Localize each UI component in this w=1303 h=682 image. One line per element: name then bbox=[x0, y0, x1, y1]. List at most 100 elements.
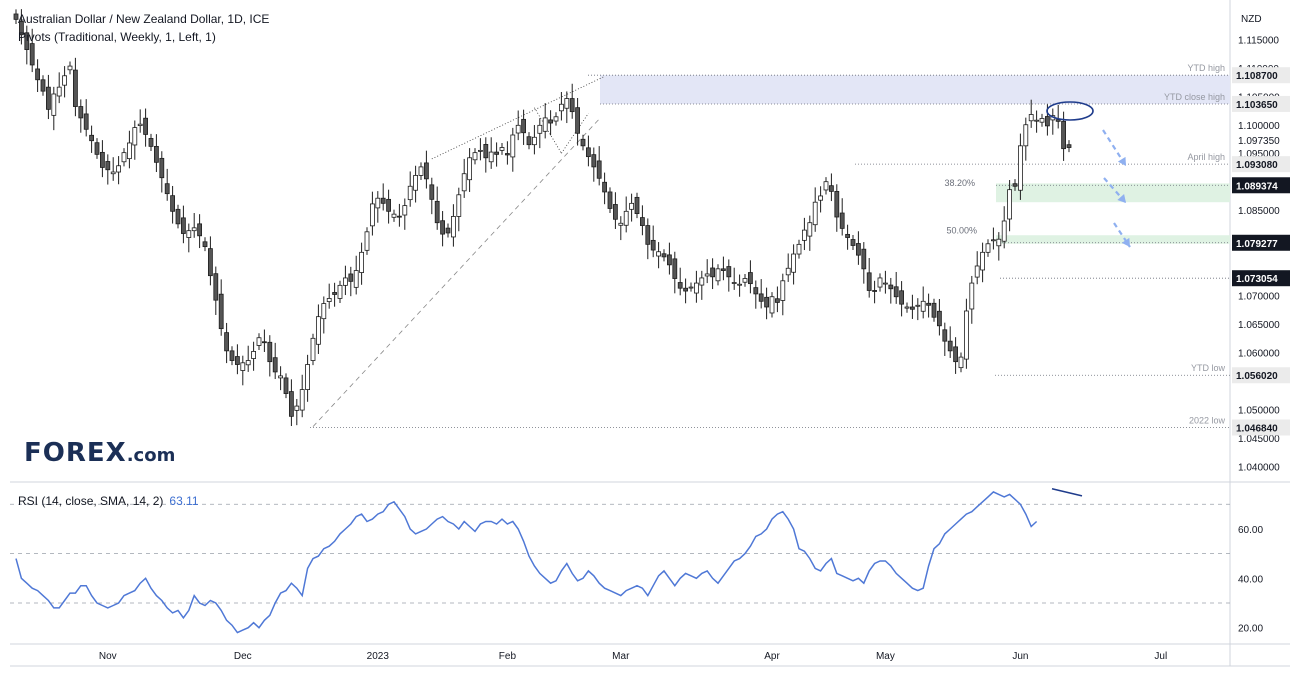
candle bbox=[267, 341, 273, 363]
candle bbox=[240, 362, 246, 371]
candle bbox=[694, 282, 699, 294]
candle bbox=[888, 284, 894, 290]
price-label-box bbox=[1232, 67, 1290, 84]
rsi-legend: RSI (14, close, SMA, 14, 2) 63.11 bbox=[18, 494, 199, 508]
candle bbox=[440, 220, 446, 235]
time-tick-label: May bbox=[876, 651, 895, 662]
candle bbox=[969, 282, 975, 310]
candle bbox=[964, 310, 969, 360]
candle bbox=[191, 227, 197, 232]
candle bbox=[947, 340, 953, 352]
candle bbox=[974, 265, 980, 278]
price-label-text: 1.056020 bbox=[1236, 371, 1278, 382]
level-annotation: 38.20% bbox=[944, 178, 975, 188]
candle bbox=[721, 268, 726, 271]
candle bbox=[818, 195, 823, 201]
price-tick-label: 1.115000 bbox=[1238, 35, 1279, 46]
candle bbox=[18, 20, 24, 36]
candle bbox=[1012, 183, 1018, 187]
candle bbox=[737, 283, 742, 286]
candle bbox=[1066, 144, 1072, 148]
level-annotation: YTD low bbox=[1191, 363, 1226, 373]
candle bbox=[683, 287, 688, 292]
candle bbox=[299, 389, 305, 411]
candle bbox=[764, 296, 769, 308]
candle bbox=[342, 277, 348, 286]
candle bbox=[386, 198, 392, 212]
resistance-trendline bbox=[431, 75, 605, 160]
time-tick-label: Jun bbox=[1012, 651, 1028, 662]
candle bbox=[980, 251, 985, 271]
candle bbox=[94, 142, 100, 155]
candle bbox=[586, 147, 591, 158]
time-tick-label: 2023 bbox=[367, 651, 390, 662]
candle bbox=[251, 351, 257, 359]
support-trendline bbox=[312, 118, 600, 427]
candle bbox=[450, 216, 456, 238]
rsi-pane: 60.00 40.00 20.00 bbox=[10, 487, 1263, 635]
candle bbox=[337, 284, 343, 299]
candle bbox=[418, 166, 424, 176]
candle bbox=[1018, 145, 1023, 191]
candle bbox=[504, 153, 510, 156]
candle bbox=[170, 195, 176, 212]
level-annotation: YTD close high bbox=[1164, 92, 1225, 102]
time-tick-label: Nov bbox=[99, 651, 117, 662]
price-label-box bbox=[1232, 367, 1290, 384]
candle bbox=[629, 202, 634, 210]
candle bbox=[164, 183, 170, 195]
candle bbox=[856, 243, 861, 256]
logo-wordmark: FOREX bbox=[24, 438, 127, 468]
candle bbox=[434, 200, 440, 224]
candle bbox=[958, 356, 964, 369]
candle bbox=[229, 350, 235, 361]
candle bbox=[261, 341, 267, 344]
candle bbox=[332, 292, 338, 295]
price-label-box bbox=[1232, 234, 1290, 251]
price-label-box bbox=[1232, 177, 1290, 194]
candle bbox=[180, 217, 186, 234]
candle bbox=[278, 375, 284, 379]
candle bbox=[461, 173, 467, 192]
candle bbox=[207, 248, 213, 277]
candle bbox=[245, 360, 251, 366]
candle bbox=[731, 282, 737, 284]
candle bbox=[402, 205, 408, 216]
candle bbox=[234, 356, 240, 365]
candle bbox=[375, 197, 381, 209]
time-tick-label: Mar bbox=[612, 651, 630, 662]
rsi-legend-name: RSI (14, close, SMA, 14, 2) bbox=[18, 494, 164, 508]
candle bbox=[650, 239, 656, 251]
candle bbox=[726, 266, 732, 278]
candle bbox=[62, 75, 67, 86]
candle bbox=[1001, 220, 1007, 242]
candle bbox=[83, 113, 89, 130]
candle bbox=[396, 215, 402, 218]
candle bbox=[521, 118, 526, 134]
candle bbox=[564, 98, 570, 109]
candle bbox=[353, 270, 359, 288]
candle bbox=[477, 149, 483, 152]
candle bbox=[699, 277, 705, 286]
candle bbox=[926, 302, 931, 306]
arrow-head-icon bbox=[1117, 194, 1126, 203]
candle bbox=[613, 204, 618, 220]
candle bbox=[256, 337, 262, 346]
candle bbox=[596, 160, 602, 179]
candle bbox=[834, 190, 840, 218]
candle bbox=[704, 273, 710, 277]
candle bbox=[861, 248, 867, 270]
price-tick-label: 1.065000 bbox=[1238, 320, 1280, 331]
candle bbox=[602, 181, 607, 193]
candle bbox=[89, 134, 94, 142]
candle bbox=[575, 107, 580, 134]
candle bbox=[553, 116, 559, 122]
candle bbox=[634, 196, 640, 214]
candle bbox=[953, 346, 958, 363]
candle bbox=[548, 119, 553, 124]
candle bbox=[807, 222, 813, 237]
candle bbox=[423, 162, 429, 180]
candle bbox=[640, 217, 645, 226]
price-tick-label: 1.095000 bbox=[1238, 149, 1280, 160]
